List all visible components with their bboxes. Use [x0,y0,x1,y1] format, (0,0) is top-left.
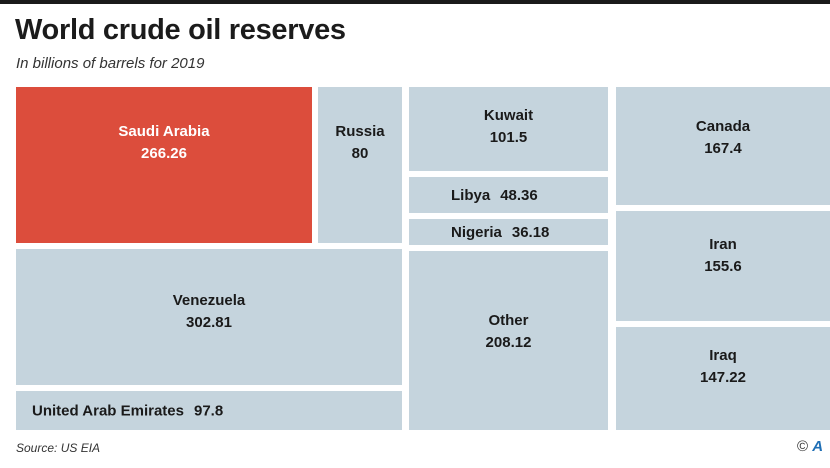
tile-value-russia: 80 [352,145,369,162]
tile-saudi-arabia [16,87,312,243]
tile-label-iraq: Iraq [709,347,737,364]
tile-label-iran: Iran [709,236,737,253]
tile-label-nigeria: Nigeria [451,224,503,241]
tile-label-libya: Libya [451,187,491,204]
tile-label-kuwait: Kuwait [484,107,533,124]
agency-logo: A [812,438,824,455]
tile-label-other: Other [488,312,528,329]
top-rule [0,0,830,4]
tile-united-arab-emirates [16,391,402,430]
tile-libya [409,177,608,213]
source-note: Source: US EIA [16,441,101,455]
copyright-symbol: © [797,438,809,455]
tile-other [409,251,608,430]
tile-value-united-arab-emirates: 97.8 [194,403,223,420]
tile-nigeria [409,219,608,245]
tile-label-canada: Canada [696,118,751,135]
tile-iran [616,211,830,321]
tile-venezuela [16,249,402,385]
tile-value-libya: 48.36 [500,187,538,204]
tile-value-saudi-arabia: 266.26 [141,145,187,162]
tile-russia [318,87,402,243]
tile-iraq [616,327,830,430]
tile-label-united-arab-emirates: United Arab Emirates [32,403,184,420]
chart-title: World crude oil reserves [15,14,346,46]
tile-value-kuwait: 101.5 [490,129,528,146]
tile-canada [616,87,830,205]
tile-kuwait [409,87,608,171]
tile-label-saudi-arabia: Saudi Arabia [118,123,210,140]
tile-value-venezuela: 302.81 [186,314,232,331]
tile-label-venezuela: Venezuela [173,292,246,309]
tile-value-other: 208.12 [486,334,532,351]
tile-value-iraq: 147.22 [700,369,746,386]
tile-value-iran: 155.6 [704,258,742,275]
tile-value-canada: 167.4 [704,140,742,157]
tile-label-russia: Russia [335,123,385,140]
tile-value-nigeria: 36.18 [512,224,550,241]
chart-subtitle: In billions of barrels for 2019 [16,55,205,72]
agency-credit: © A [797,438,823,455]
